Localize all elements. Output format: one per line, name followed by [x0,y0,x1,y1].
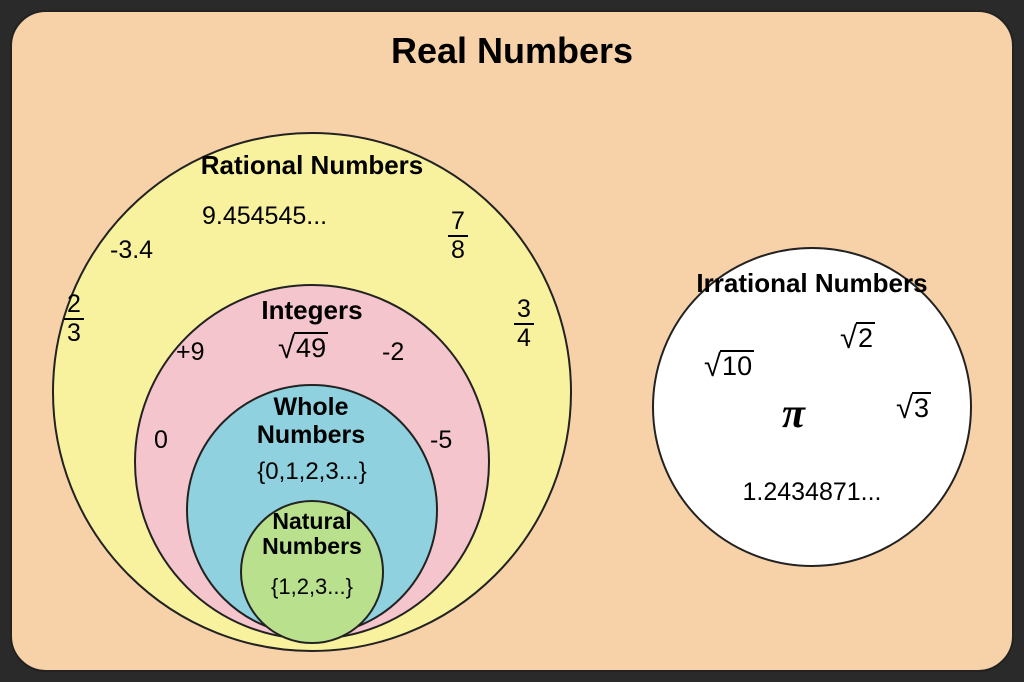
sqrt3-radicand: 3 [912,392,931,424]
whole-example: {0,1,2,3...} [224,458,400,486]
frac-34-den: 4 [517,325,531,351]
irrational-sqrt2: √ 2 [840,322,875,355]
frac-78-den: 8 [451,237,465,263]
irrational-sqrt10: √ 10 [704,350,754,383]
integers-neg2: -2 [382,338,404,367]
frac-34-num: 3 [514,297,534,325]
irrational-sqrt3: √ 3 [896,392,931,425]
whole-title: Whole Numbers [236,394,386,449]
irrational-decimal: 1.2434871... [712,478,912,507]
frac-78-num: 7 [448,209,468,237]
natural-example: {1,2,3...} [248,574,376,600]
main-title: Real Numbers [12,30,1012,72]
rational-frac-34: 3 4 [514,295,534,351]
rational-frac-23: 2 3 [64,290,84,346]
frac-23-num: 2 [64,292,84,320]
integers-plus9: +9 [176,338,205,367]
sqrt10-radicand: 10 [720,350,754,382]
irrational-title: Irrational Numbers [692,268,932,299]
real-numbers-container: Real Numbers Rational Numbers 9.454545..… [10,10,1014,672]
rational-frac-78: 7 8 [448,207,468,263]
sqrt2-radicand: 2 [856,322,875,354]
integers-zero: 0 [154,426,168,455]
rational-neg34: -3.4 [110,236,153,265]
rational-title: Rational Numbers [162,150,462,181]
integers-title: Integers [232,295,392,326]
natural-title: Natural Numbers [248,509,376,560]
radical-icon: √ [896,392,913,423]
integers-neg5: -5 [430,426,452,455]
radical-icon: √ [840,322,857,353]
radical-icon: √ [704,350,721,381]
irrational-pi: π [782,390,805,438]
rational-repeating: 9.454545... [202,202,327,231]
sqrt49-radicand: 49 [294,332,328,364]
frac-23-den: 3 [67,320,81,346]
integers-sqrt49: √ 49 [278,332,328,365]
radical-icon: √ [278,332,295,363]
